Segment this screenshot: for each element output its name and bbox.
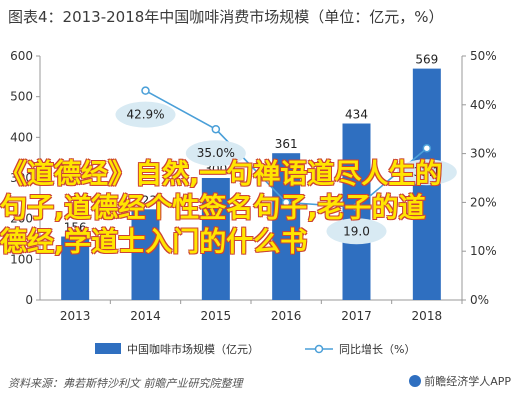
y-left-tick-label: 200 (10, 212, 33, 226)
chart-title: 图表4：2013-2018年中国咖啡消费市场规模（单位：亿元，%） (8, 8, 444, 26)
y-right-tick-label: 0% (470, 293, 489, 307)
bar (272, 153, 301, 300)
x-tick-label: 2015 (201, 309, 232, 323)
growth-point (141, 86, 150, 95)
x-tick-label: 2018 (412, 309, 443, 323)
legend-swatch-bar (95, 343, 121, 354)
bar-value-label: 434 (345, 108, 368, 122)
growth-point (422, 143, 432, 153)
y-right-tick-label: 10% (470, 244, 497, 258)
source-note: 资料来源：弗若斯特沙利文 前瞻产业研究院整理 (8, 377, 243, 390)
brand-logo: 前瞻经济学人APP (409, 373, 511, 389)
legend-label-line: 同比增长（%） (339, 342, 415, 356)
growth-label-bubble (115, 101, 176, 128)
y-right-tick-label: 30% (470, 147, 497, 161)
y-left-tick-label: 600 (10, 49, 33, 63)
growth-value-label: 42.9% (126, 108, 164, 122)
y-right-tick-label: 50% (470, 49, 497, 63)
bar-value-label: 156 (64, 221, 87, 235)
growth-label-bubble (396, 159, 457, 186)
growth-point (281, 198, 291, 207)
x-tick-label: 2013 (60, 309, 91, 323)
growth-point (211, 124, 221, 134)
bar-value-label: 569 (415, 53, 438, 67)
y-left-tick-label: 100 (10, 252, 33, 266)
growth-label-bubble (185, 140, 246, 167)
growth-point (352, 203, 361, 212)
growth-value-label: 31.1 (413, 165, 440, 179)
y-left-tick-label: 300 (10, 171, 33, 185)
y-right-tick-label: 20% (470, 195, 497, 209)
brand-logo-text: 前瞻经济学人APP (424, 375, 511, 388)
growth-value-label: 35.0% (197, 146, 235, 160)
growth-label-bubble (326, 218, 387, 245)
bar-value-label: 361 (275, 137, 298, 151)
x-tick-label: 2016 (271, 309, 302, 323)
bar (61, 236, 90, 300)
x-tick-label: 2014 (130, 309, 161, 323)
bar (131, 209, 160, 300)
legend-label-bar: 中国咖啡市场规模（亿元） (127, 342, 259, 356)
bar (201, 178, 230, 300)
bar-value-label: 223 (134, 193, 157, 207)
y-left-tick-label: 0 (25, 293, 33, 307)
x-tick-label: 2017 (341, 309, 372, 323)
y-right-tick-label: 40% (470, 98, 497, 112)
y-left-tick-label: 500 (10, 90, 33, 104)
brand-logo-icon (409, 375, 422, 387)
bar (342, 123, 371, 300)
legend-swatch-point (314, 344, 324, 354)
y-left-tick-label: 400 (10, 130, 33, 144)
growth-value-label: 19.0 (343, 224, 370, 238)
